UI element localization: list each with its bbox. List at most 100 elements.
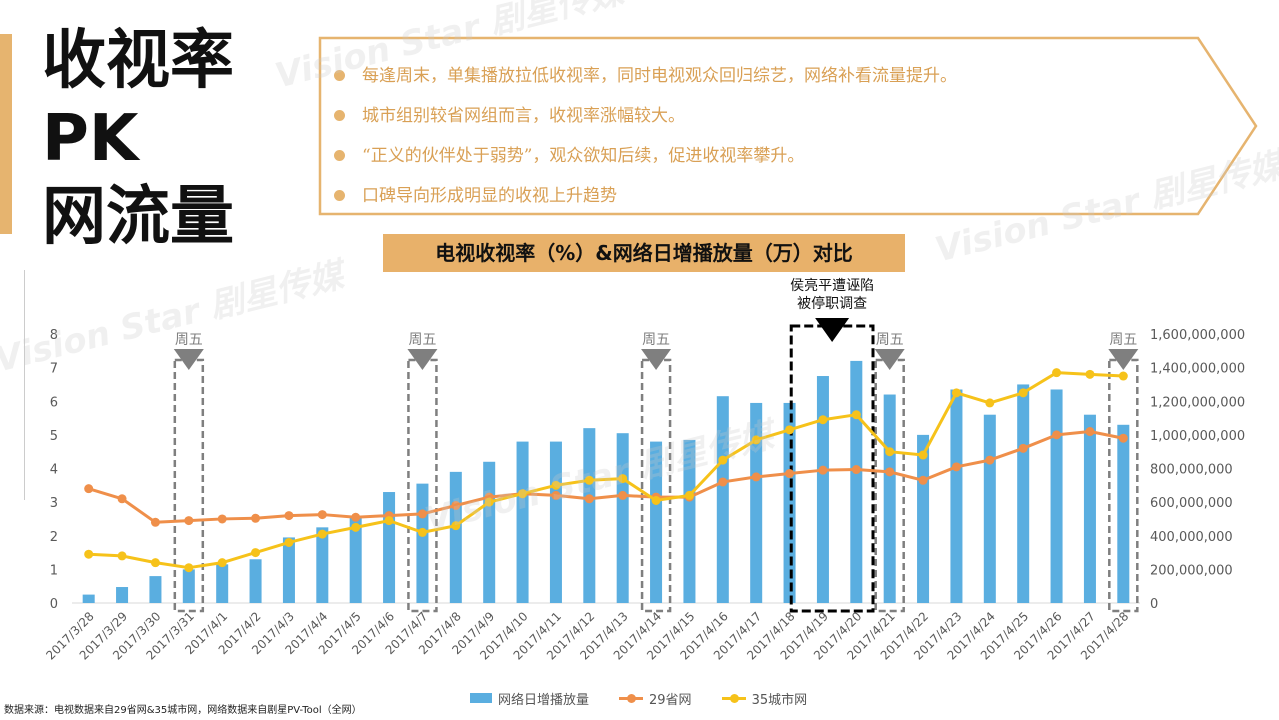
line-point	[718, 477, 728, 487]
divider	[24, 270, 25, 500]
line-point	[284, 511, 294, 521]
line-point	[217, 514, 227, 524]
line-point	[751, 435, 761, 445]
source-note: 数据来源：电视数据来自29省网&35城市网，网络数据来自剧星PV-Tool（全网…	[4, 705, 362, 716]
y-right-tick-label: 0	[1150, 597, 1158, 612]
legend-label: 35城市网	[751, 692, 808, 708]
line-point	[1018, 388, 1028, 398]
line-point	[951, 388, 961, 398]
line-point	[351, 522, 361, 532]
title-line-2: PK	[42, 102, 139, 176]
bar	[983, 414, 996, 603]
line-point	[184, 563, 194, 573]
y-right-tick-label: 600,000,000	[1150, 496, 1233, 511]
line-point	[217, 558, 227, 568]
bullet-dot-icon	[334, 190, 345, 201]
line-point	[451, 521, 461, 531]
friday-label: 周五	[175, 332, 203, 348]
line-point	[751, 472, 761, 482]
bar	[483, 461, 496, 603]
line-point	[885, 467, 895, 477]
line-point	[1052, 430, 1062, 440]
line-point	[117, 551, 127, 561]
legend-item-29: 29省网	[619, 689, 692, 708]
bar	[616, 433, 629, 603]
line-point	[1018, 443, 1028, 453]
y-left-tick-label: 8	[50, 328, 58, 343]
y-right-tick-label: 400,000,000	[1150, 530, 1233, 545]
line-point	[1052, 368, 1062, 378]
event-annotation: 被停职调查	[797, 295, 867, 312]
down-arrow-icon	[874, 349, 905, 370]
line-point	[584, 494, 594, 504]
bar	[917, 434, 930, 603]
y-right-tick-label: 800,000,000	[1150, 463, 1233, 478]
line-point	[818, 415, 828, 425]
friday-label: 周五	[642, 332, 670, 348]
line-series	[88, 430, 1124, 524]
line-point	[317, 510, 327, 520]
line-point	[684, 490, 694, 500]
event-annotation: 侯亮平遭诬陷	[790, 277, 874, 294]
line-point	[1118, 433, 1128, 443]
line-point	[985, 455, 995, 465]
bar	[149, 576, 162, 603]
bar	[416, 483, 429, 603]
bar	[1050, 389, 1063, 603]
line-point	[1118, 371, 1128, 381]
friday-label: 周五	[876, 332, 904, 348]
bullet-item: 城市组别较省网组而言，收视率涨幅较大。	[328, 96, 957, 136]
line-point	[84, 549, 94, 559]
bullet-text: 每逢周末，单集播放拉低收视率，同时电视观众回归综艺，网络补看流量提升。	[362, 66, 957, 86]
y-left-tick-label: 7	[50, 362, 58, 377]
y-left-tick-label: 2	[50, 530, 58, 545]
bar	[249, 559, 262, 603]
down-arrow-icon	[1108, 349, 1139, 370]
bar	[950, 389, 963, 603]
legend-item-views: 网络日增播放量	[470, 689, 589, 708]
line-point	[251, 513, 261, 523]
line-point	[651, 495, 661, 505]
chart-title: 电视收视率（%）&网络日增播放量（万）对比	[383, 234, 905, 272]
bar	[182, 569, 195, 603]
legend-label: 29省网	[649, 692, 692, 708]
chart-legend: 网络日增播放量 29省网 35城市网	[470, 688, 837, 708]
line-point	[885, 447, 895, 457]
down-arrow-icon	[641, 349, 672, 370]
friday-label: 周五	[408, 332, 436, 348]
line-point	[851, 410, 861, 420]
bar	[683, 439, 696, 603]
line-point	[484, 497, 494, 507]
accent-bar	[0, 34, 12, 234]
line-point	[417, 509, 427, 519]
legend-bar-swatch	[470, 693, 492, 703]
line-series	[88, 371, 1124, 570]
line-point	[351, 512, 361, 522]
line-point	[618, 474, 628, 484]
line-point	[150, 558, 160, 568]
down-arrow-icon	[407, 349, 438, 370]
line-point	[851, 465, 861, 475]
line-point	[818, 465, 828, 475]
bullet-dot-icon	[334, 70, 345, 81]
y-left-tick-label: 6	[50, 395, 58, 410]
line-point	[451, 500, 461, 510]
event-arrow-icon	[815, 318, 850, 342]
bullet-text: 口碑导向形成明显的收视上升趋势	[362, 186, 617, 206]
y-left-tick-label: 3	[50, 496, 58, 511]
y-left-tick-label: 0	[50, 597, 58, 612]
line-point	[417, 527, 427, 537]
line-point	[551, 480, 561, 490]
line-point	[985, 398, 995, 408]
line-point	[951, 462, 961, 472]
bullet-item: 每逢周末，单集播放拉低收视率，同时电视观众回归综艺，网络补看流量提升。	[328, 56, 957, 96]
down-arrow-icon	[173, 349, 204, 370]
line-point	[184, 516, 194, 526]
bullet-list: 每逢周末，单集播放拉低收视率，同时电视观众回归综艺，网络补看流量提升。 城市组别…	[328, 56, 957, 216]
y-right-tick-label: 1,600,000,000	[1150, 328, 1245, 343]
bullet-text: “正义的伙伴处于弱势”，观众欲知后续，促进收视率攀升。	[362, 146, 805, 166]
line-point	[785, 425, 795, 435]
y-right-tick-label: 1,200,000,000	[1150, 395, 1245, 410]
bar	[650, 441, 663, 603]
bullet-dot-icon	[334, 150, 345, 161]
